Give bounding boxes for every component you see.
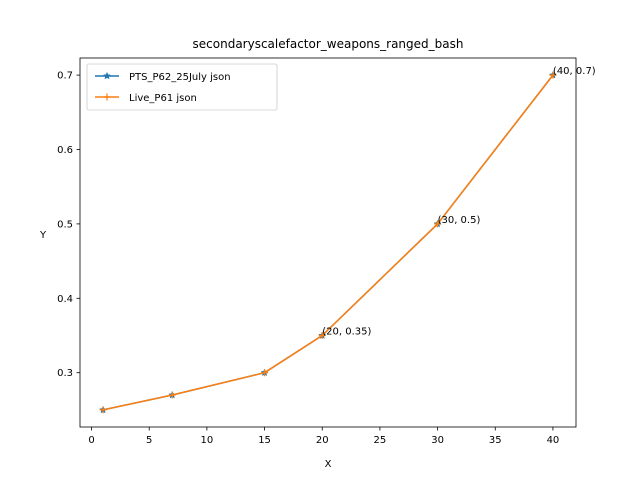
legend-frame: [86, 63, 278, 111]
y-tick-label: 0.6: [57, 145, 73, 156]
x-tick-label: 5: [146, 435, 152, 446]
legend-item: PTS_P62_25July json: [95, 71, 231, 83]
data-point: [168, 391, 176, 399]
data-point: [261, 369, 269, 377]
point-annotation: (40, 0.7): [553, 66, 596, 77]
data-point: [318, 331, 326, 339]
x-axis-label: X: [325, 459, 332, 470]
axes-frame: [79, 57, 577, 428]
y-axis-label: Y: [39, 230, 47, 241]
legend-marker: [102, 71, 112, 80]
x-tick-label: 15: [258, 435, 271, 446]
x-tick-label: 30: [431, 435, 444, 446]
x-tick-label: 20: [316, 435, 329, 446]
series-2: [99, 71, 557, 414]
data-point: [549, 71, 557, 79]
x-tick-label: 0: [88, 435, 94, 446]
data-point: [99, 406, 107, 414]
y-tick-label: 0.7: [57, 71, 73, 82]
data-point: [434, 220, 442, 228]
x-tick-label: 40: [547, 435, 560, 446]
chart-title: secondaryscalefactor_weapons_ranged_bash: [193, 37, 464, 51]
plot-area: 0 5 10 15 20 25 30 35 40 0.3 0.4 0.5 0.6 0.7 (20, 0.35…: [57, 57, 596, 446]
y-tick-label: 0.4: [57, 294, 73, 305]
series-line: [102, 74, 554, 411]
y-tick-label: 0.3: [57, 368, 73, 379]
legend-label: PTS_P62_25July json: [129, 72, 231, 83]
x-tick-label: 35: [489, 435, 502, 446]
point-annotation: (30, 0.5): [438, 215, 481, 226]
point-annotation: (20, 0.35): [322, 326, 371, 337]
legend: PTS_P62_25July json Live_P61 json: [86, 63, 278, 111]
legend-marker: [103, 93, 111, 101]
x-tick-label: 10: [201, 435, 214, 446]
legend-item: Live_P61 json: [95, 93, 197, 104]
x-tick-label: 25: [374, 435, 387, 446]
y-tick-label: 0.5: [57, 219, 73, 230]
legend-label: Live_P61 json: [129, 93, 197, 104]
